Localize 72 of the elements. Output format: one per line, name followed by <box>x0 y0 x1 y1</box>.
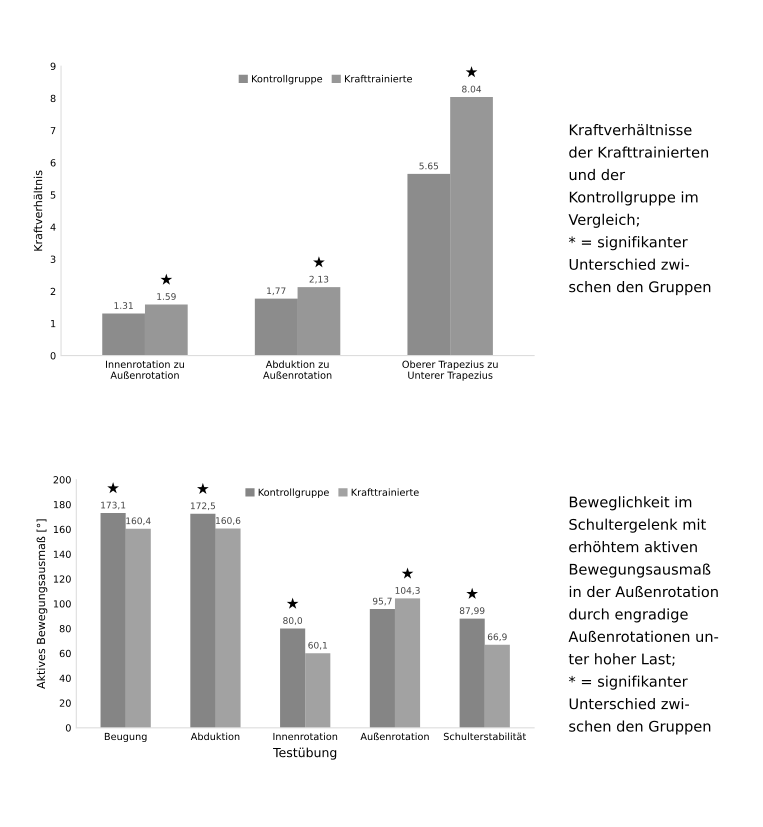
annotation: ★ <box>286 598 298 609</box>
annotation: ★ <box>466 588 478 599</box>
data-label: 104,3 <box>396 587 420 595</box>
data-label: 60,1 <box>308 642 327 650</box>
annotation: ★ <box>313 256 325 268</box>
y-tick-label: 4 <box>50 224 56 231</box>
bar <box>190 514 216 728</box>
y-tick-label: 40 <box>60 674 71 682</box>
y-tick-label: 1 <box>51 320 56 328</box>
y-tick-label: 180 <box>54 500 71 508</box>
y-tick-label: 2 <box>50 288 56 295</box>
x-tick-label: Schulterstabilität <box>444 732 526 740</box>
data-label: 80,0 <box>283 617 302 625</box>
x-tick-label: Abduktion <box>190 732 240 740</box>
data-label: 160,6 <box>216 517 240 525</box>
y-tick-label: 8 <box>50 94 56 102</box>
data-label: 1.59 <box>157 293 176 300</box>
data-label: 2,13 <box>310 276 328 284</box>
y-tick-label: 7 <box>50 127 56 134</box>
y-tick-label: 5 <box>50 191 56 199</box>
bar <box>280 628 306 728</box>
annotation: ★ <box>402 567 414 579</box>
legend-label: Kontrollgruppe <box>252 74 322 84</box>
data-label: 172,5 <box>190 502 215 510</box>
y-tick-label: 140 <box>54 550 71 558</box>
legend-label: Kontrollgruppe <box>258 488 329 498</box>
y-tick-label: 3 <box>50 256 56 263</box>
legend-label: Krafttrainierte <box>352 488 419 496</box>
x-tick-label: Innenrotation <box>273 732 338 740</box>
y-tick-label: 80 <box>60 625 71 632</box>
bar <box>484 644 510 728</box>
data-label: 173,1 <box>101 502 126 510</box>
y-tick-label: 0 <box>66 724 71 732</box>
y-tick-label: 9 <box>50 62 56 70</box>
x-tick-label: Außenrotation <box>360 732 429 740</box>
bar <box>394 598 420 728</box>
y-tick-label: 6 <box>50 159 56 166</box>
y-tick-label: 60 <box>60 650 71 658</box>
y-tick-label: 200 <box>54 476 71 484</box>
data-label: 1.31 <box>114 302 133 309</box>
x-tick-label: Innenrotation zu Außenrotation <box>106 360 184 379</box>
text: Beweglichkeit im Schultergelenk mit erhöhtem aktiven Bewegungsausmaß in der Außenrotation durch engradige Außenrotationen un- ter hoher Last; * = signifikanter Unterschied zwi- schen den Gruppen <box>568 496 718 735</box>
y-tick-label: 100 <box>54 600 71 608</box>
x-axis-title: Testübung <box>273 748 336 760</box>
annotation: ★ <box>107 482 119 494</box>
annotation: ★ <box>466 66 478 78</box>
data-label: 160,4 <box>126 517 151 526</box>
bar <box>305 653 330 728</box>
annotation: ★ <box>197 482 209 494</box>
annotation: ★ <box>160 274 172 285</box>
y-axis-title: Aktives Bewegungsausmaß [°] <box>36 519 48 689</box>
data-label: 66,9 <box>488 633 507 642</box>
bar <box>126 528 151 728</box>
legend-label: Krafttrainierte <box>344 74 412 82</box>
bar <box>215 528 241 728</box>
data-label: 5.65 <box>419 162 438 170</box>
data-label: 87,99 <box>460 607 484 616</box>
y-tick-label: 120 <box>54 575 71 583</box>
bar <box>370 609 395 728</box>
data-label: 1,77 <box>267 287 286 296</box>
data-label: 8.04 <box>462 86 482 93</box>
bar <box>460 618 485 728</box>
y-tick-label: 20 <box>60 699 71 707</box>
x-tick-label: Oberer Trapezius zu Unterer Trapezius <box>402 360 498 381</box>
x-tick-label: Abduktion zu Außenrotation <box>263 360 332 379</box>
x-tick-label: Beugung <box>104 732 147 742</box>
bar <box>100 513 126 728</box>
text: Kraftverhältnisse der Krafttrainierten und der Kontrollgruppe im Vergleich; * = signifikanter Unterschied zwi- schen den Gruppen <box>568 124 710 296</box>
data-label: 95,7 <box>372 598 392 606</box>
y-axis-title: Kraftverhältnis <box>34 170 42 251</box>
y-tick-label: 160 <box>54 526 71 534</box>
y-tick-label: 0 <box>50 352 56 360</box>
